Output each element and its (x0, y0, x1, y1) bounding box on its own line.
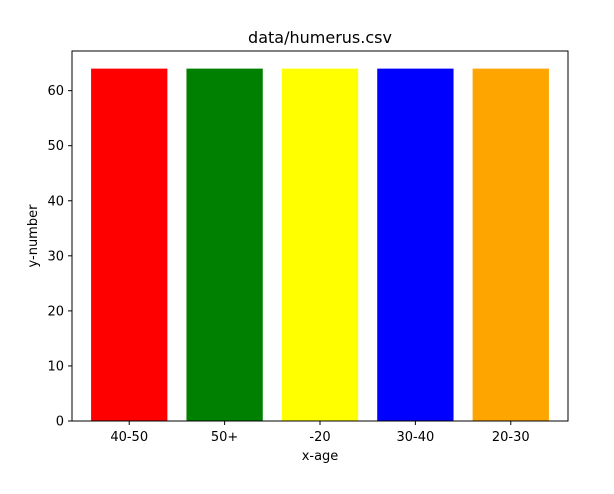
y-tick-label: 20 (47, 304, 64, 319)
x-tick-label: 40-50 (110, 430, 148, 445)
x-tick-label: 50+ (211, 430, 238, 445)
x-axis-ticks: 40-50 50+ -20 30-40 20-30 (110, 421, 530, 445)
x-tick-label: 20-30 (492, 430, 530, 445)
chart-title: data/humerus.csv (248, 28, 392, 47)
x-tick-label: 30-40 (396, 430, 434, 445)
y-axis-label: y-number (26, 204, 41, 268)
y-tick-label: 40 (47, 194, 64, 209)
x-tick-label: -20 (309, 430, 330, 445)
y-tick-label: 50 (47, 139, 64, 154)
bar-30-40 (377, 68, 454, 421)
bar-50+ (186, 68, 263, 421)
y-tick-label: 10 (47, 359, 64, 374)
bars-group (91, 68, 549, 421)
bar--20 (281, 68, 359, 421)
bar-40-50 (91, 68, 168, 421)
y-axis-ticks: 0 10 20 30 40 50 60 (47, 84, 72, 430)
bar-20-30 (472, 68, 549, 421)
x-axis-label: x-age (302, 449, 339, 464)
y-tick-label: 0 (56, 415, 64, 430)
y-tick-label: 30 (47, 249, 64, 264)
y-tick-label: 60 (47, 84, 64, 99)
plot-area-frame (71, 50, 569, 422)
